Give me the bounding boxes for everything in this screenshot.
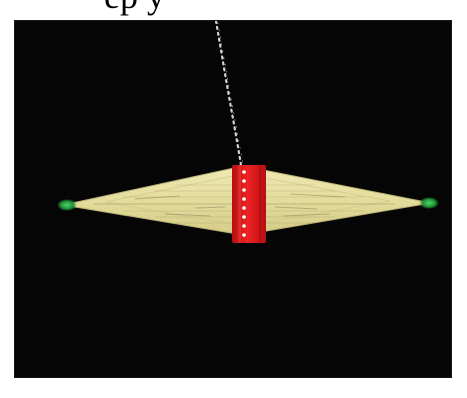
disk-speckle-overlay [134,193,346,217]
scene-svg [15,21,451,377]
left-green-tip-icon [57,199,77,211]
vertical-stream-icon [214,21,247,185]
scene-frame [14,20,452,378]
red-center-band-icon [232,165,266,243]
center-dot-column-icon [242,170,246,237]
caption-strip: ep y [0,0,467,20]
right-green-tip-icon [419,197,439,209]
cropped-caption: ep y [104,0,165,14]
